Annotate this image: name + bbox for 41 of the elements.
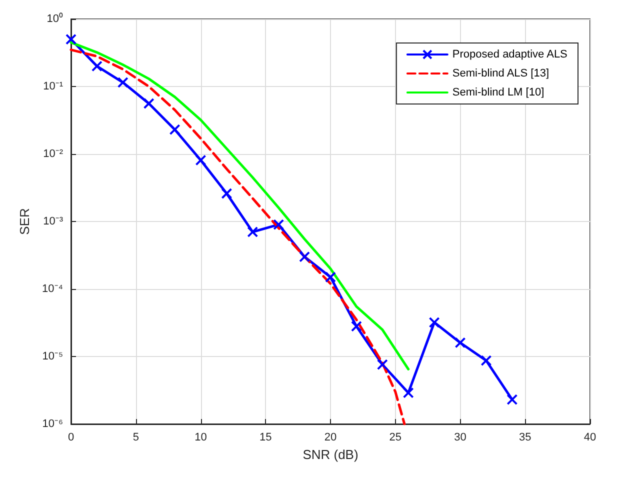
legend-label: Semi-blind ALS [13] [452,68,550,80]
y-tick-label: 10⁻⁶ [42,418,63,430]
point [376,359,388,370]
x-axis-title: SNR (dB) [302,447,358,462]
point [480,355,492,366]
point [273,219,284,230]
point [143,98,154,109]
y-tick-label: 10⁻¹ [43,80,64,92]
x-tick-label: 0 [68,432,74,444]
point [91,60,102,72]
point [247,226,258,238]
line-series [70,48,406,426]
x-tick-label: 10 [194,432,207,444]
point [506,394,518,406]
x-tick-label: 15 [260,432,272,444]
point [299,251,310,262]
point [350,320,362,332]
x-tick-label: 25 [389,432,402,444]
point [325,272,336,283]
y-tick-label: 10⁻³ [43,216,64,228]
y-tick-label: 10⁻⁵ [42,350,63,362]
y-tick-label: 10⁻² [43,148,64,160]
point [454,337,466,348]
point [221,188,232,199]
line-series [70,41,410,370]
point [117,76,128,88]
point [66,34,76,45]
x-tick-label: 35 [519,432,532,444]
x-tick-label: 30 [454,432,466,444]
x-tick-label: 5 [132,432,139,444]
y-tick-label: 10⁰ [46,12,63,25]
y-tick-label: 10⁻⁴ [42,283,64,295]
legend-label: Proposed adaptive ALS [452,48,568,60]
y-axis-title: SER [17,208,32,235]
point [428,316,440,328]
point [402,387,414,398]
x-tick-label: 20 [324,432,337,444]
legend-label: Semi-blind LM [10] [452,86,544,98]
x-tick-label: 40 [584,432,596,444]
point [169,124,180,136]
point [195,154,206,166]
